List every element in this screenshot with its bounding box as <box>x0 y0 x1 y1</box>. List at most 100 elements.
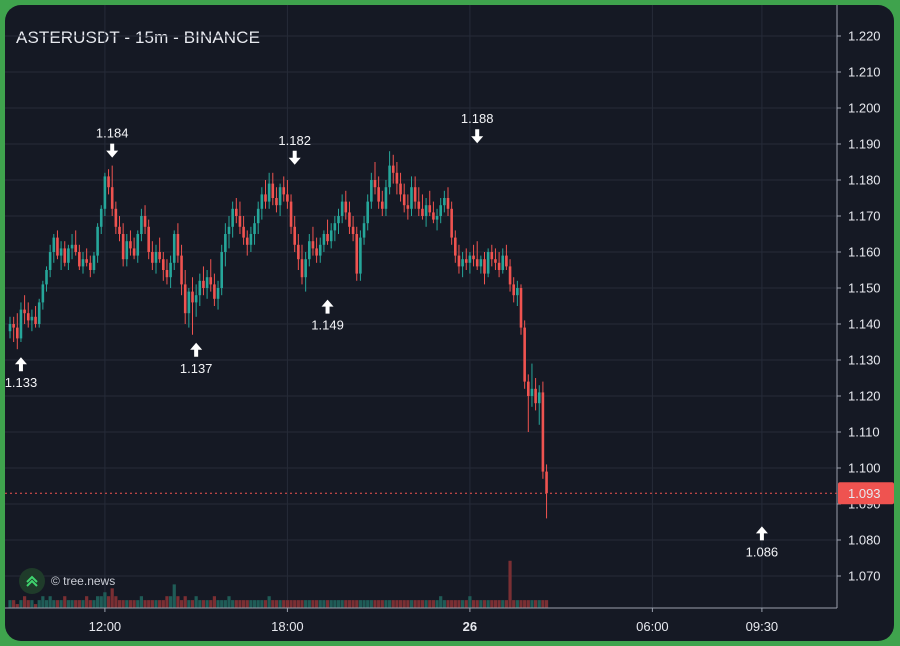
volume-bar <box>154 600 158 608</box>
volume-bar <box>340 600 344 608</box>
volume-bar <box>234 600 238 608</box>
volume-bar <box>19 600 23 608</box>
candle-body <box>370 180 373 202</box>
candle-body <box>293 226 296 245</box>
volume-bar <box>99 596 103 608</box>
volume-bar <box>117 600 122 608</box>
candle-body <box>256 208 260 224</box>
volume-bar <box>260 600 264 608</box>
candle-body <box>329 230 333 242</box>
candle-body <box>176 234 180 256</box>
candle-body <box>165 270 169 278</box>
candle-body <box>110 187 114 209</box>
last-price-label: 1.093 <box>848 486 881 501</box>
volume-bar <box>158 600 162 608</box>
volume-bar <box>544 600 549 608</box>
price-tick-label: 1.140 <box>848 317 881 332</box>
candle-body <box>490 252 494 260</box>
time-tick-label: 18:00 <box>271 619 304 634</box>
candle-body <box>501 255 505 270</box>
volume-bar <box>534 600 538 608</box>
candle-body <box>300 259 304 278</box>
candlestick-chart[interactable]: 1.133 1.184 1.137 1.182 1.149 1.188 1.086 1.07… <box>5 5 894 641</box>
candle-body <box>114 208 118 227</box>
candle-body <box>249 234 253 245</box>
arrow-up-icon <box>755 526 768 541</box>
candle-body <box>224 234 227 252</box>
candle-body <box>107 176 110 188</box>
candle-body <box>158 252 161 260</box>
candle-body <box>337 216 340 224</box>
candle-body <box>483 259 486 274</box>
candle-body <box>172 234 176 263</box>
candle-body <box>191 291 194 303</box>
volume-bar <box>322 600 326 608</box>
candle-body <box>523 327 526 382</box>
volume-bar <box>471 600 476 608</box>
candle-body <box>37 302 41 324</box>
candle-body <box>99 208 103 227</box>
candle-body <box>534 388 537 404</box>
candle-body <box>450 208 453 238</box>
arrow-up-icon <box>321 299 334 314</box>
volume-bar <box>369 600 373 608</box>
volume-bar <box>282 600 286 608</box>
price-tick-label: 1.210 <box>848 65 881 80</box>
candle-body <box>81 259 85 267</box>
candle-body <box>541 392 545 472</box>
volume-bar <box>482 600 487 608</box>
volume-bar <box>85 596 89 608</box>
candle-body <box>278 187 282 206</box>
volume-bar <box>304 600 308 608</box>
candle-body <box>242 226 245 238</box>
candle-body <box>216 288 220 299</box>
candle-body <box>286 194 289 202</box>
volume-bar <box>409 600 414 608</box>
volume-bar <box>274 600 279 608</box>
candle-body <box>275 198 278 206</box>
candle-body <box>297 244 300 260</box>
arrow-down-icon <box>288 150 301 165</box>
volume-bar <box>508 560 512 608</box>
candle-body <box>406 205 410 209</box>
volume-bar <box>307 600 311 608</box>
volume-bar <box>212 596 216 608</box>
volume-bar <box>256 600 260 608</box>
volume-bar <box>267 596 271 608</box>
price-axis[interactable]: 1.0701.0801.0901.1001.1101.1201.1301.140… <box>836 5 881 608</box>
candle-body <box>70 244 74 249</box>
candle-body <box>205 277 209 288</box>
candle-body <box>67 248 70 263</box>
candle-body <box>187 291 191 314</box>
volume-bar <box>103 592 107 608</box>
candle-body <box>235 208 238 216</box>
candle-body <box>78 252 81 267</box>
volume-bar <box>209 600 213 608</box>
high-label: 1.184 <box>96 126 129 141</box>
candle-body <box>311 241 315 249</box>
candle-body <box>41 284 45 303</box>
volume-bar <box>66 600 70 608</box>
time-axis[interactable]: 12:00 18:00 26 06:00 09:30 <box>5 607 837 634</box>
candle-body <box>508 266 512 285</box>
candle-body <box>340 201 344 216</box>
candle-body <box>143 216 147 227</box>
volume-bar <box>179 600 184 608</box>
candle-body <box>432 212 435 220</box>
volume-bar <box>114 596 118 608</box>
candle-body <box>34 316 37 324</box>
candle-body <box>410 187 413 209</box>
candle-body <box>209 277 213 285</box>
chart-frame: ASTERUSDT - 15m - BINANCE 1.133 1.184 1.13… <box>5 5 894 641</box>
price-tick-label: 1.100 <box>848 461 881 476</box>
volume-bar <box>125 600 129 608</box>
volume-bar <box>315 600 319 608</box>
volume-bar <box>70 600 74 608</box>
volume-bar <box>464 600 468 608</box>
candle-body <box>260 194 264 209</box>
candle-body <box>512 284 515 296</box>
volume-bar <box>388 600 392 608</box>
candle-body <box>421 208 424 216</box>
volume-bar <box>453 600 457 608</box>
candle-body <box>351 226 355 234</box>
